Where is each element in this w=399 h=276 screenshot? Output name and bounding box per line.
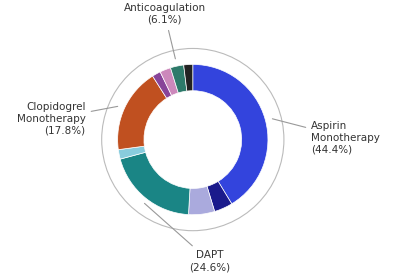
Wedge shape bbox=[160, 68, 178, 95]
Wedge shape bbox=[184, 64, 193, 91]
Text: Aspirin
Monotherapy
(44.4%): Aspirin Monotherapy (44.4%) bbox=[273, 119, 380, 154]
Wedge shape bbox=[193, 64, 268, 204]
Wedge shape bbox=[188, 186, 215, 215]
Text: Anticoagulation
(6.1%): Anticoagulation (6.1%) bbox=[124, 3, 205, 59]
Wedge shape bbox=[207, 181, 232, 211]
Wedge shape bbox=[118, 76, 167, 150]
Wedge shape bbox=[152, 72, 172, 98]
Wedge shape bbox=[119, 146, 146, 159]
Wedge shape bbox=[120, 152, 190, 215]
Wedge shape bbox=[170, 65, 187, 93]
Text: Clopidogrel
Monotherapy
(17.8%): Clopidogrel Monotherapy (17.8%) bbox=[17, 102, 118, 136]
Text: DAPT
(24.6%): DAPT (24.6%) bbox=[144, 203, 230, 272]
